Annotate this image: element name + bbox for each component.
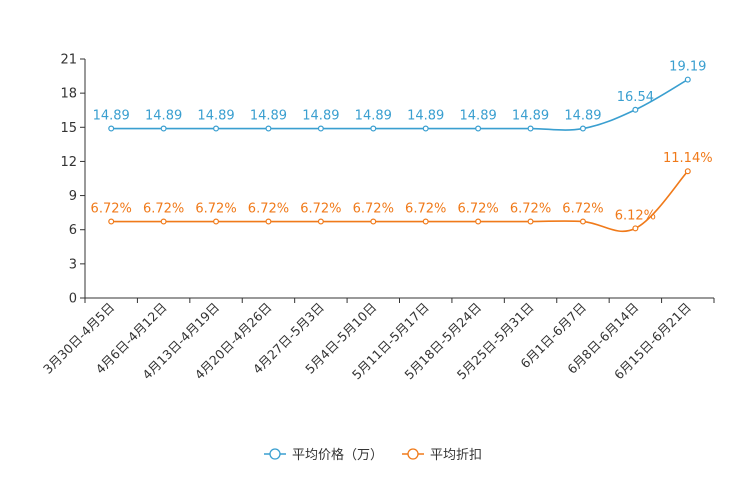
y-tick-label: 15 [60, 121, 77, 136]
data-label: 6.72% [300, 202, 341, 217]
data-point[interactable] [684, 168, 691, 175]
data-point[interactable] [265, 125, 272, 132]
data-label: 14.89 [355, 109, 392, 124]
y-tick-label: 0 [69, 292, 77, 307]
data-label: 6.72% [353, 202, 394, 217]
data-label: 14.89 [460, 109, 497, 124]
data-point[interactable] [317, 218, 324, 225]
data-label: 6.72% [143, 202, 184, 217]
legend: 平均价格（万） 平均折扣 [264, 447, 482, 463]
data-point[interactable] [475, 218, 482, 225]
legend-marker-icon [269, 448, 281, 460]
data-label: 14.89 [407, 109, 444, 124]
data-label: 6.72% [562, 202, 603, 217]
legend-item-avg-price[interactable]: 平均价格（万） [264, 447, 383, 463]
data-point[interactable] [370, 125, 377, 132]
legend-label: 平均折扣 [430, 448, 482, 463]
data-label: 6.72% [510, 202, 551, 217]
legend-item-avg-discount[interactable]: 平均折扣 [402, 448, 482, 463]
data-point[interactable] [632, 225, 639, 232]
data-point[interactable] [422, 125, 429, 132]
data-point[interactable] [370, 218, 377, 225]
y-tick-label: 12 [60, 155, 77, 170]
y-axis: 0 3 6 9 12 15 18 21 [60, 53, 86, 307]
data-point[interactable] [213, 125, 220, 132]
y-tick-label: 9 [69, 189, 77, 204]
data-point[interactable] [422, 218, 429, 225]
series-avg-discount: 6.72% 6.72% 6.72% 6.72% 6.72% 6.72% 6.72% 6.72%… [91, 151, 713, 233]
series-line [111, 170, 689, 233]
data-label: 16.54 [617, 90, 654, 105]
x-axis: 3月30日-4月5日4月6日-4月12日4月13日-4月19日4月20日-4月2… [40, 297, 715, 382]
y-tick-label: 21 [60, 53, 77, 68]
series-area: 14.89 14.89 14.89 14.89 14.89 14.89 14.89 14.89… [91, 60, 713, 233]
data-point[interactable] [317, 125, 324, 132]
data-label: 6.72% [405, 202, 446, 217]
data-label: 14.89 [145, 109, 182, 124]
data-point[interactable] [160, 125, 167, 132]
data-label: 19.19 [669, 60, 706, 75]
data-point[interactable] [160, 218, 167, 225]
series-avg-price: 14.89 14.89 14.89 14.89 14.89 14.89 14.89 14.89… [93, 60, 706, 132]
data-point[interactable] [579, 218, 586, 225]
data-point[interactable] [475, 125, 482, 132]
y-tick-label: 18 [60, 87, 77, 102]
data-point[interactable] [684, 76, 691, 83]
data-point[interactable] [632, 106, 639, 113]
data-label: 6.72% [91, 202, 132, 217]
data-point[interactable] [527, 218, 534, 225]
data-label: 14.89 [197, 109, 234, 124]
data-point[interactable] [108, 218, 115, 225]
data-label: 14.89 [302, 109, 339, 124]
data-label: 6.72% [248, 202, 289, 217]
data-label: 6.72% [457, 202, 498, 217]
data-point[interactable] [265, 218, 272, 225]
legend-marker-icon [407, 448, 419, 460]
legend-label: 平均价格（万） [292, 447, 383, 463]
data-label: 14.89 [93, 109, 130, 124]
data-point[interactable] [108, 125, 115, 132]
data-label: 6.72% [195, 202, 236, 217]
data-label: 6.12% [615, 208, 656, 223]
data-label: 11.14% [663, 151, 713, 166]
data-point[interactable] [213, 218, 220, 225]
series-line [111, 78, 689, 131]
data-label: 14.89 [512, 109, 549, 124]
data-point[interactable] [527, 125, 534, 132]
data-label: 14.89 [564, 109, 601, 124]
data-label: 14.89 [250, 109, 287, 124]
y-tick-label: 3 [69, 257, 77, 272]
data-point[interactable] [579, 125, 586, 132]
y-tick-label: 6 [69, 223, 77, 238]
